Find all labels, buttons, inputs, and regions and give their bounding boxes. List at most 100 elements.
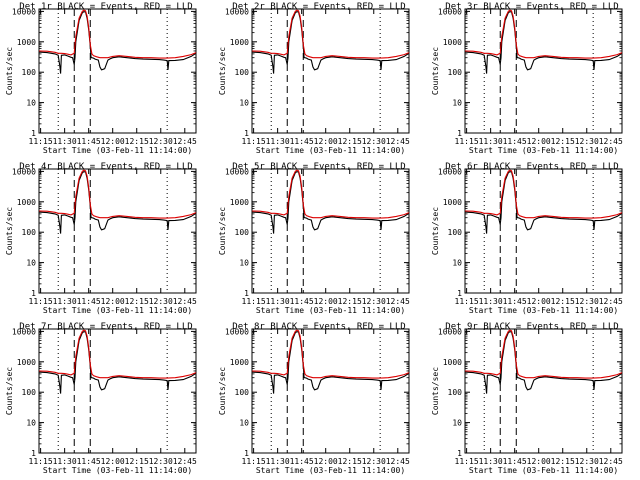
y-tick-label: 1000 <box>443 38 462 47</box>
y-tick-label: 10 <box>26 99 36 108</box>
x-tick-label: 11:45 <box>290 457 314 466</box>
x-tick-label: 12:45 <box>386 297 410 306</box>
y-tick-label: 100 <box>235 388 250 397</box>
x-tick-label: 11:30 <box>479 297 503 306</box>
panel-det-2r: Det 2r BLACK = Events, RED = LLD 1 10 100 10… <box>218 2 410 155</box>
y-tick-label: 1000 <box>17 198 36 207</box>
y-tick-label: 1000 <box>17 358 36 367</box>
panel-title: Det 2r BLACK = Events, RED = LLD <box>232 2 405 12</box>
y-tick-label: 10 <box>452 259 462 268</box>
x-tick-label: 11:45 <box>77 457 101 466</box>
x-tick-label: 12:45 <box>599 457 623 466</box>
x-tick-label: 12:00 <box>101 297 125 306</box>
x-axis-label: Start Time (03-Feb-11 11:14:00) <box>469 306 618 315</box>
series-line-lld <box>38 9 197 59</box>
y-tick-label: 100 <box>22 228 37 237</box>
plot-frame <box>464 8 623 134</box>
x-tick-label: 11:15 <box>242 137 266 146</box>
panel-title: Det 9r BLACK = Events, RED = LLD <box>445 322 618 332</box>
series-line-events <box>251 171 410 234</box>
x-tick-label: 12:30 <box>362 137 386 146</box>
x-tick-label: 11:15 <box>29 297 53 306</box>
x-tick-label: 12:15 <box>125 457 149 466</box>
x-tick-label: 11:15 <box>455 137 479 146</box>
panel-det-9r: Det 9r BLACK = Events, RED = LLD 1 10 100 10… <box>431 322 623 475</box>
x-tick-label: 11:15 <box>455 297 479 306</box>
series-line-lld <box>251 169 410 219</box>
x-axis-label: Start Time (03-Feb-11 11:14:00) <box>469 146 618 155</box>
x-tick-label: 12:30 <box>149 457 173 466</box>
x-tick-label: 11:45 <box>77 297 101 306</box>
y-tick-label: 1 <box>31 289 36 298</box>
x-tick-label: 11:45 <box>290 137 314 146</box>
y-axis-label: Counts/sec <box>431 367 440 415</box>
series-line-events <box>38 171 197 234</box>
y-axis-label: Counts/sec <box>431 47 440 95</box>
series-line-events <box>251 11 410 74</box>
x-tick-label: 11:15 <box>29 457 53 466</box>
y-axis-label: Counts/sec <box>5 47 14 95</box>
x-tick-label: 12:15 <box>551 137 575 146</box>
x-tick-label: 11:30 <box>53 297 77 306</box>
x-tick-label: 11:15 <box>29 137 53 146</box>
panel-title: Det 7r BLACK = Events, RED = LLD <box>19 322 192 332</box>
series-line-lld <box>464 9 623 59</box>
y-axis-label: Counts/sec <box>5 207 14 255</box>
x-tick-label: 12:15 <box>338 137 362 146</box>
y-tick-label: 1 <box>244 129 249 138</box>
y-tick-label: 10000 <box>225 167 249 176</box>
x-tick-label: 12:15 <box>551 297 575 306</box>
y-axis-label: Counts/sec <box>5 367 14 415</box>
panel-det-5r: Det 5r BLACK = Events, RED = LLD 1 10 100 10… <box>218 162 410 315</box>
y-tick-label: 1000 <box>17 38 36 47</box>
y-tick-label: 1 <box>31 449 36 458</box>
x-tick-label: 12:15 <box>338 457 362 466</box>
y-tick-label: 10000 <box>438 7 462 16</box>
y-tick-label: 10 <box>452 99 462 108</box>
x-tick-label: 12:45 <box>386 137 410 146</box>
x-axis-label: Start Time (03-Feb-11 11:14:00) <box>256 466 405 475</box>
panel-det-8r: Det 8r BLACK = Events, RED = LLD 1 10 100 10… <box>218 322 410 475</box>
x-tick-label: 12:45 <box>173 457 197 466</box>
x-tick-label: 11:30 <box>53 137 77 146</box>
y-tick-label: 10000 <box>12 327 36 336</box>
x-tick-label: 12:00 <box>314 457 338 466</box>
x-tick-label: 12:30 <box>575 297 599 306</box>
plot-frame <box>464 168 623 294</box>
x-tick-label: 12:45 <box>173 297 197 306</box>
x-axis-label: Start Time (03-Feb-11 11:14:00) <box>43 306 192 315</box>
y-tick-label: 10 <box>239 99 249 108</box>
x-tick-label: 11:30 <box>266 137 290 146</box>
x-tick-label: 12:45 <box>386 457 410 466</box>
series-line-lld <box>251 329 410 379</box>
y-tick-label: 1000 <box>443 358 462 367</box>
x-axis-label: Start Time (03-Feb-11 11:14:00) <box>43 146 192 155</box>
panel-title: Det 5r BLACK = Events, RED = LLD <box>232 162 405 172</box>
plot-frame <box>464 328 623 454</box>
series-line-events <box>464 11 623 74</box>
x-tick-label: 12:30 <box>362 297 386 306</box>
plot-frame <box>38 8 197 134</box>
panel-det-7r: Det 7r BLACK = Events, RED = LLD 1 10 100 10… <box>5 322 197 475</box>
x-tick-label: 12:15 <box>338 297 362 306</box>
series-line-events <box>464 171 623 234</box>
y-tick-label: 10000 <box>225 7 249 16</box>
x-tick-label: 12:00 <box>527 457 551 466</box>
y-tick-label: 1 <box>244 289 249 298</box>
panel-title: Det 6r BLACK = Events, RED = LLD <box>445 162 618 172</box>
y-tick-label: 10000 <box>438 327 462 336</box>
y-tick-label: 10 <box>239 259 249 268</box>
y-tick-label: 1 <box>457 449 462 458</box>
panel-title: Det 8r BLACK = Events, RED = LLD <box>232 322 405 332</box>
y-tick-label: 10000 <box>12 167 36 176</box>
panel-title: Det 1r BLACK = Events, RED = LLD <box>19 2 192 12</box>
x-tick-label: 11:45 <box>77 137 101 146</box>
series-line-lld <box>251 9 410 59</box>
x-tick-label: 12:00 <box>101 457 125 466</box>
series-line-events <box>38 11 197 74</box>
x-tick-label: 11:45 <box>503 137 527 146</box>
x-tick-label: 11:45 <box>290 297 314 306</box>
series-line-lld <box>464 169 623 219</box>
series-line-lld <box>38 329 197 379</box>
